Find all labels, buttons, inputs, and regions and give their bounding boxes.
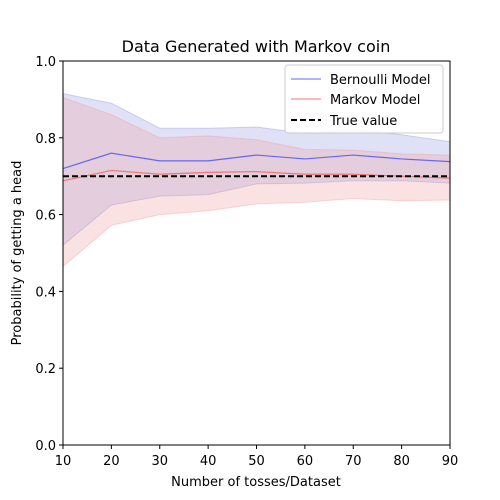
y-tick-label: 0.2 bbox=[35, 362, 56, 377]
legend-label-bernoulli: Bernoulli Model bbox=[330, 73, 430, 88]
y-tick-label: 0.6 bbox=[35, 209, 56, 224]
x-tick-label: 80 bbox=[393, 454, 410, 469]
legend-label-markov: Markov Model bbox=[330, 93, 420, 108]
y-axis: 0.0 0.2 0.4 0.6 0.8 1.0 bbox=[35, 55, 63, 454]
x-tick-label: 40 bbox=[200, 454, 217, 469]
x-tick-label: 50 bbox=[248, 454, 265, 469]
line-bernoulli bbox=[62, 152, 451, 170]
line-markov bbox=[62, 169, 451, 182]
y-tick-label: 0.8 bbox=[35, 132, 56, 147]
legend-label-true-value: True value bbox=[329, 114, 397, 129]
y-axis-label: Probability of getting a head bbox=[10, 161, 25, 346]
x-axis: 10 20 30 40 50 60 70 80 90 bbox=[55, 445, 459, 469]
series-lines bbox=[62, 152, 451, 182]
legend: Bernoulli Model Markov Model True value bbox=[284, 64, 444, 134]
chart-title: Data Generated with Markov coin bbox=[122, 37, 391, 56]
x-tick-label: 90 bbox=[442, 454, 459, 469]
x-tick-label: 30 bbox=[151, 454, 168, 469]
legend-box bbox=[284, 64, 444, 134]
x-tick-label: 70 bbox=[345, 454, 362, 469]
y-tick-label: 0.0 bbox=[35, 439, 56, 454]
x-tick-label: 10 bbox=[55, 454, 72, 469]
y-tick-label: 1.0 bbox=[35, 55, 56, 70]
x-tick-label: 20 bbox=[103, 454, 120, 469]
x-axis-label: Number of tosses/Dataset bbox=[171, 475, 341, 490]
x-tick-label: 60 bbox=[297, 454, 314, 469]
y-tick-label: 0.4 bbox=[35, 285, 56, 300]
